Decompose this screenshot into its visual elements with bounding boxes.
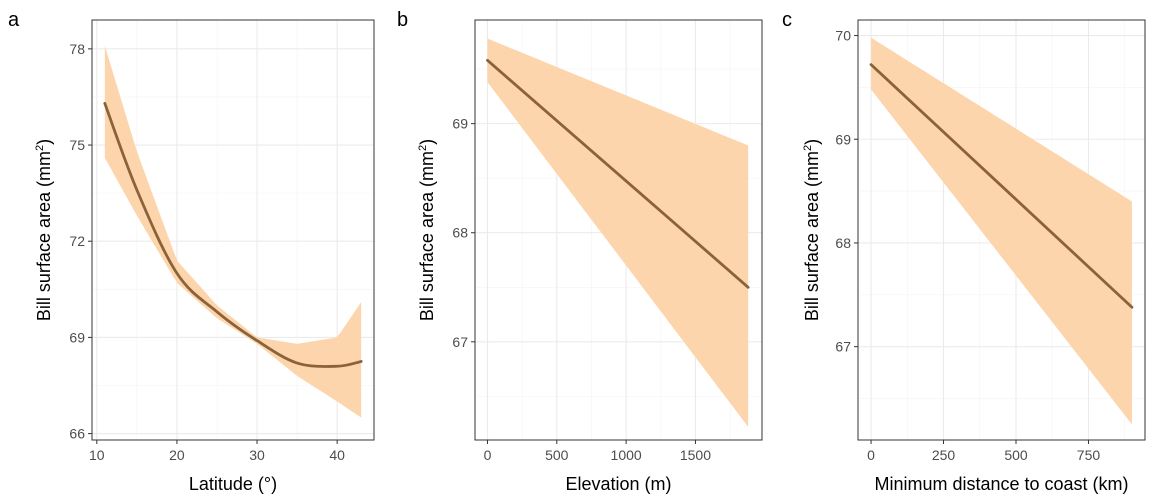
x-tick-label: 1000	[611, 447, 642, 463]
panel-border	[857, 19, 1146, 441]
x-tick-label: 750	[1077, 447, 1101, 463]
panel-letter: c	[782, 9, 792, 31]
panel-border	[474, 19, 763, 441]
y-axis-title-superscript: 2	[417, 145, 429, 151]
y-axis-title: Bill surface area (mm2)	[417, 139, 437, 321]
x-axis-title: Elevation (m)	[565, 474, 671, 494]
y-axis-title-superscript: 2	[802, 145, 814, 151]
x-tick-label: 20	[169, 447, 185, 463]
x-tick-label: 1500	[680, 447, 711, 463]
fit-line	[103, 101, 363, 368]
panel-border	[91, 19, 375, 441]
panel-c: c 0 250 500 750 67 68 69 70 Minimum distance to c…	[782, 9, 1146, 494]
y-tick-label: 70	[835, 28, 851, 44]
y-tick-label: 75	[69, 137, 85, 153]
y-tick-label: 69	[835, 131, 851, 147]
panel-letter: a	[8, 9, 20, 31]
x-tick-label: 500	[1004, 447, 1028, 463]
panel-a: a 10 20 30 40 66 69 72 75 78 Latitude (°) Bill surf…	[8, 9, 375, 494]
y-axis-title-main: Bill surface area (mm	[417, 151, 437, 321]
y-tick-label: 67	[452, 334, 468, 350]
x-tick-label: 500	[545, 447, 569, 463]
fit-line	[869, 63, 1134, 309]
y-axis-title-close: )	[802, 139, 822, 145]
y-tick-label: 78	[69, 41, 85, 57]
y-axis-title: Bill surface area (mm2)	[34, 139, 54, 321]
panel-letter: b	[397, 9, 408, 31]
y-axis-title-superscript: 2	[34, 145, 46, 151]
x-tick-label: 250	[932, 447, 956, 463]
y-tick-label: 69	[452, 116, 468, 132]
y-axis-title-main: Bill surface area (mm	[802, 151, 822, 321]
y-tick-label: 68	[835, 235, 851, 251]
y-tick-label: 69	[69, 329, 85, 345]
x-axis-title: Latitude (°)	[189, 474, 277, 494]
y-axis-title: Bill surface area (mm2)	[802, 139, 822, 321]
y-tick-label: 66	[69, 426, 85, 442]
fit-line	[486, 58, 750, 289]
x-tick-label: 40	[329, 447, 345, 463]
y-axis-title-main: Bill surface area (mm	[34, 151, 54, 321]
y-axis-title-close: )	[34, 139, 54, 145]
x-axis-title: Minimum distance to coast (km)	[874, 474, 1128, 494]
y-axis-title-close: )	[417, 139, 437, 145]
y-tick-label: 67	[835, 339, 851, 355]
confidence-ribbon	[104, 45, 362, 418]
y-tick-label: 72	[69, 233, 85, 249]
x-tick-label: 0	[484, 447, 492, 463]
confidence-ribbon	[871, 37, 1132, 425]
x-tick-label: 30	[249, 447, 265, 463]
panel-b: b 0 500 1000 1500 67 68 69 Elevation (m) Bill sur…	[397, 9, 763, 494]
y-tick-label: 68	[452, 225, 468, 241]
x-tick-label: 0	[867, 447, 875, 463]
x-tick-label: 10	[89, 447, 105, 463]
confidence-ribbon	[487, 38, 749, 427]
